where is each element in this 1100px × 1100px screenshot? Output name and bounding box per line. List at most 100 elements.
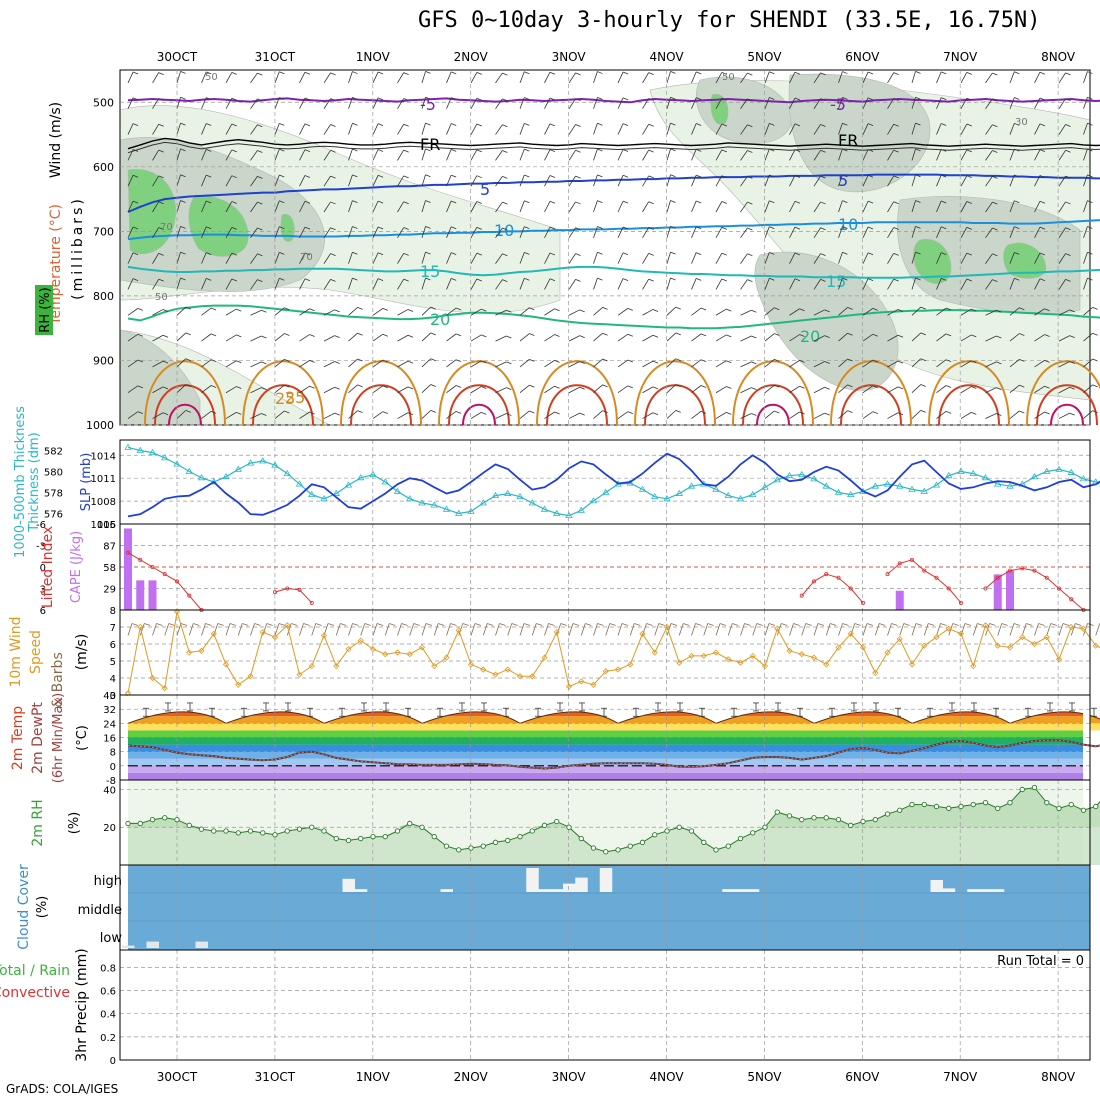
surface-wind-barb: [568, 623, 574, 636]
surface-wind-barb: [152, 623, 157, 636]
wind-barb-flag: [1092, 307, 1098, 310]
rh-marker: [566, 824, 572, 830]
wind-barb-flag: [137, 333, 143, 337]
thickness-marker: [773, 476, 781, 483]
surface-wind-barb-flag: [695, 623, 702, 626]
wind-barb: [642, 278, 650, 290]
wind-barb: [470, 201, 478, 213]
lifted-marker: [272, 590, 277, 595]
surface-wind-barb-flag: [646, 623, 653, 626]
temp-hot-band: [1010, 723, 1100, 731]
wind-barb: [348, 123, 353, 135]
wind-barb: [470, 175, 478, 187]
isotherm-FR-double: [127, 141, 1100, 154]
wind-barb-flag: [824, 361, 830, 364]
wind-barb-flag: [941, 226, 947, 230]
wind-barb-flag: [231, 175, 237, 179]
wind-barb-flag: [158, 149, 164, 153]
max-temp-arch: [546, 384, 608, 426]
wind-barb-flag: [403, 98, 409, 101]
wind-barb-flag: [575, 124, 581, 127]
surface-wind-barb: [495, 623, 500, 636]
wind-barb-flag: [206, 252, 212, 255]
day-label-bottom: 6NOV: [845, 1070, 880, 1084]
wind-barb: [519, 359, 530, 368]
day-label-bottom: 7NOV: [943, 1070, 978, 1084]
wind-barb: [323, 124, 331, 135]
wind-barb: [887, 253, 895, 264]
wind-barb-flag: [1039, 226, 1046, 230]
wind-barb-flag: [403, 278, 409, 282]
wind-barb-flag: [721, 72, 727, 75]
wind-barb: [789, 334, 800, 342]
wind-barb: [127, 175, 134, 187]
wind-barb: [862, 308, 874, 316]
wind-speed-marker: [149, 674, 156, 682]
cloud-high-bar: [342, 878, 355, 892]
wind-barb-flag: [774, 307, 780, 311]
wind-barb-flag: [158, 227, 164, 230]
wind-barb-flag: [799, 360, 805, 363]
wind-barb-flag: [425, 71, 431, 74]
wind-barb: [544, 149, 551, 161]
wind-barb: [470, 278, 478, 290]
wind-barb: [887, 412, 899, 419]
wind-speed-marker: [957, 630, 965, 637]
wind-barb: [495, 72, 503, 84]
wind-barb: [127, 333, 139, 342]
wind-barb: [152, 309, 164, 316]
lifted-marker: [174, 579, 179, 584]
wind-speed-marker: [627, 661, 634, 668]
wind-barb-flag: [284, 384, 290, 388]
surface-wind-barb-flag: [560, 623, 567, 626]
thickness-marker: [1079, 475, 1088, 482]
wind-barb-flag: [162, 334, 169, 338]
wind-barb: [299, 278, 306, 290]
wind-barb: [862, 71, 869, 84]
isotherm-label: 15: [420, 262, 440, 281]
surface-wind-barb-flag: [229, 623, 237, 626]
rh-marker: [345, 837, 352, 844]
wind-barb: [666, 97, 671, 109]
wind-barb-flag: [670, 251, 676, 255]
lifted-marker: [285, 586, 290, 591]
wind-barb: [446, 149, 452, 161]
wind-barb-flag: [257, 150, 263, 153]
isotherm-label: -5: [420, 95, 436, 114]
wind-speed-marker: [553, 629, 560, 636]
wind-barb-flag: [648, 227, 654, 230]
wind-barb: [617, 123, 624, 135]
wind-barb: [691, 252, 697, 264]
wind-barb: [421, 358, 432, 368]
wind-barb-flag: [920, 409, 926, 413]
surface-wind-barb: [850, 623, 856, 636]
wind-barb-flag: [502, 279, 508, 282]
wind-barb-flag: [506, 361, 512, 365]
wind-speed-marker: [308, 663, 315, 670]
wind-barb: [691, 71, 697, 84]
wind-barb-flag: [971, 308, 977, 312]
thickness-marker: [479, 499, 487, 506]
surface-wind-barb: [825, 623, 831, 636]
wind-barb-flag: [893, 252, 899, 256]
wind-barb-flag: [451, 226, 457, 230]
wind-barb-flag: [309, 360, 315, 363]
wind-barb-flag: [180, 71, 186, 74]
wind-barb-flag: [721, 226, 727, 230]
wind-barb: [323, 279, 331, 290]
wind-barb-flag: [257, 253, 263, 257]
wind-barb: [813, 386, 825, 394]
wind-speed-marker: [565, 683, 573, 690]
rh-contour-label: 70: [160, 222, 173, 233]
rh-marker: [296, 826, 303, 832]
wind-barb-flag: [774, 410, 780, 414]
temp-curve: [715, 711, 815, 724]
wind-barb-flag: [700, 410, 707, 414]
wind-barb-flag: [893, 98, 899, 101]
wind-barb: [1058, 124, 1066, 135]
surface-wind-barb: [213, 623, 219, 636]
wind-barb: [176, 226, 181, 238]
wind-barb-flag: [721, 175, 727, 179]
rh-marker: [1044, 800, 1050, 806]
lifted-marker: [187, 593, 192, 598]
